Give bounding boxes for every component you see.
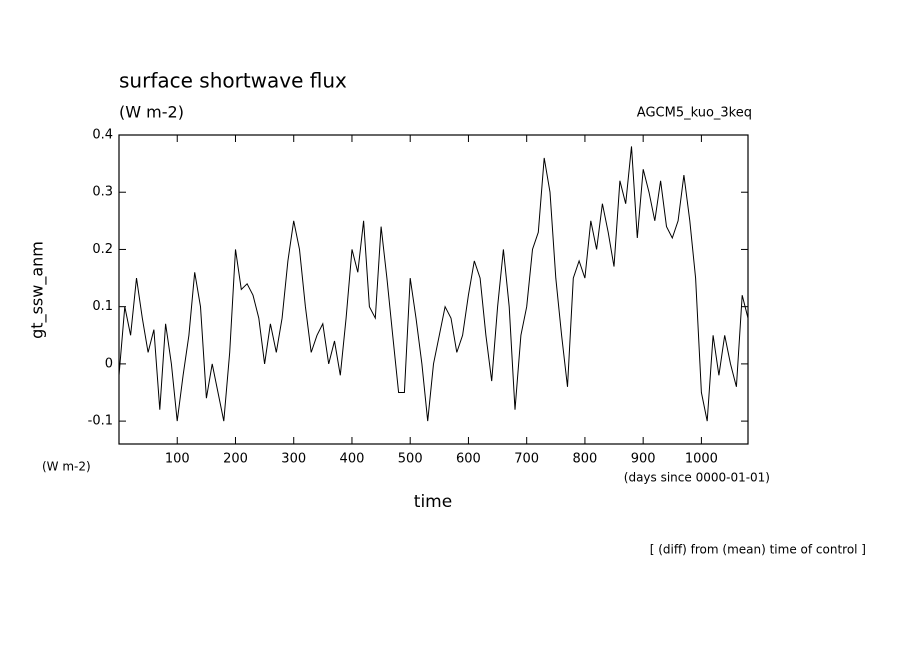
chart-title: surface shortwave flux [119,69,347,93]
y-axis-label: gt_ssw_anm [28,241,48,339]
units: (W m-2) [119,103,184,122]
x-tick-label: 500 [398,452,423,467]
x-tick-label: 400 [340,452,365,467]
y-tick-label: 0 [105,356,113,371]
plot-frame [118,134,749,445]
x-tick-label: 600 [456,452,481,467]
y-tick-label: 0.1 [92,299,113,314]
series-line [118,146,749,422]
x-tick-label: 1000 [685,452,718,467]
y-units: (W m-2) [42,460,91,474]
x-tick-label: 800 [573,452,598,467]
x-axis-label: time [414,492,452,512]
x-units: (days since 0000-01-01) [624,471,770,485]
note: [ (diff) from (mean) time of control ] [650,543,866,557]
y-tick-label: -0.1 [88,414,113,429]
experiment: AGCM5_kuo_3keq [637,106,752,121]
x-tick-label: 100 [165,452,190,467]
x-tick-label: 900 [631,452,656,467]
x-tick-label: 300 [281,452,306,467]
y-tick-label: 0.4 [92,128,113,143]
y-tick-label: 0.3 [92,185,113,200]
x-tick-label: 200 [223,452,248,467]
y-tick-label: 0.2 [92,242,113,257]
x-tick-label: 700 [514,452,539,467]
